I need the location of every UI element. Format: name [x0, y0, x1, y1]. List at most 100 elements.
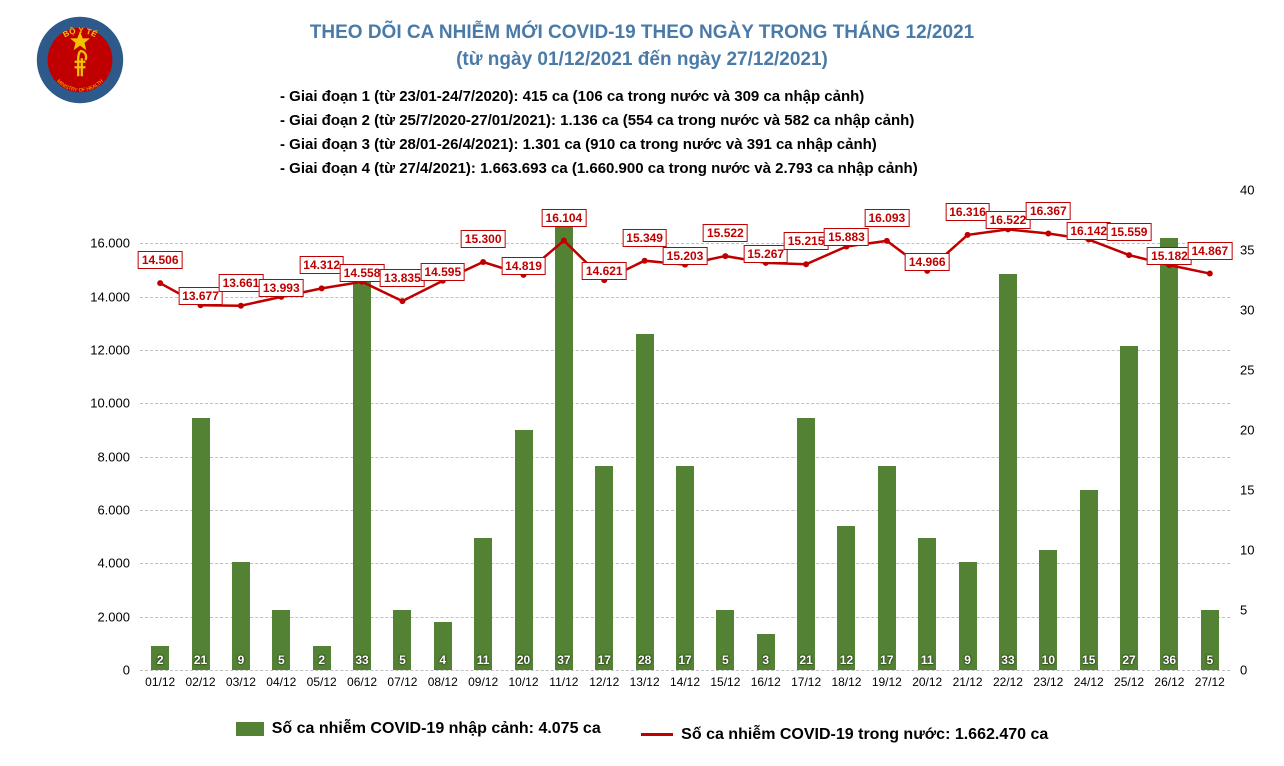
x-tick-label: 11/12: [549, 675, 578, 689]
x-tick-label: 02/12: [186, 675, 216, 689]
line-value-label: 14.867: [1187, 242, 1232, 260]
x-tick-label: 15/12: [710, 675, 740, 689]
line-value-label: 16.522: [986, 211, 1031, 229]
legend-line: Số ca nhiễm COVID-19 trong nước: 1.662.4…: [641, 726, 1048, 744]
bar: 33: [999, 274, 1017, 670]
bar-value-label: 5: [399, 653, 406, 667]
bar: 9: [959, 562, 977, 670]
line-value-label: 16.367: [1026, 202, 1071, 220]
bar: 12: [837, 526, 855, 670]
bar-value-label: 3: [762, 653, 769, 667]
bar-value-label: 33: [1001, 653, 1014, 667]
bar: 11: [474, 538, 492, 670]
bar-value-label: 27: [1122, 653, 1135, 667]
x-tick-label: 12/12: [589, 675, 619, 689]
bar-rect: [1120, 346, 1138, 670]
x-tick-label: 03/12: [226, 675, 256, 689]
bar-rect: [1160, 238, 1178, 670]
summary-bullets: - Giai đoạn 1 (từ 23/01-24/7/2020): 415 …: [280, 85, 918, 181]
line-value-label: 15.522: [703, 224, 748, 242]
y2-tick-label: 20: [1240, 423, 1254, 438]
x-tick-label: 27/12: [1195, 675, 1225, 689]
x-tick-label: 17/12: [791, 675, 821, 689]
bullet-1: - Giai đoạn 1 (từ 23/01-24/7/2020): 415 …: [280, 85, 918, 109]
x-tick-label: 14/12: [670, 675, 700, 689]
bar-value-label: 15: [1082, 653, 1095, 667]
bar: 10: [1039, 550, 1057, 670]
chart-container: BỘ Y TẾ MINISTRY OF HEALTH THEO DÕI CA N…: [0, 0, 1284, 766]
x-tick-label: 04/12: [266, 675, 296, 689]
grid-line: [140, 243, 1230, 244]
bar-rect: [515, 430, 533, 670]
bar: 3: [757, 634, 775, 670]
y2-tick-label: 5: [1240, 603, 1247, 618]
line-value-label: 15.349: [622, 229, 667, 247]
y2-tick-label: 25: [1240, 363, 1254, 378]
ministry-logo: BỘ Y TẾ MINISTRY OF HEALTH: [35, 15, 125, 105]
y1-tick-label: 6.000: [80, 503, 130, 518]
x-tick-label: 25/12: [1114, 675, 1144, 689]
chart-title: THEO DÕI CA NHIỄM MỚI COVID-19 THEO NGÀY…: [0, 0, 1284, 73]
x-tick-label: 22/12: [993, 675, 1023, 689]
line-value-label: 15.182: [1147, 247, 1192, 265]
bar: 5: [393, 610, 411, 670]
y1-tick-label: 8.000: [80, 449, 130, 464]
x-tick-label: 07/12: [387, 675, 417, 689]
bar-value-label: 11: [921, 653, 934, 667]
line-value-label: 13.835: [380, 269, 425, 287]
bar-value-label: 21: [194, 653, 207, 667]
bar: 37: [555, 226, 573, 670]
line-value-label: 14.819: [501, 257, 546, 275]
x-tick-label: 10/12: [509, 675, 539, 689]
bar-value-label: 37: [557, 653, 570, 667]
line-value-label: 16.316: [945, 203, 990, 221]
x-tick-label: 09/12: [468, 675, 498, 689]
bar-value-label: 2: [157, 653, 164, 667]
bar: 15: [1080, 490, 1098, 670]
line-value-label: 14.558: [340, 264, 385, 282]
bar-value-label: 17: [598, 653, 611, 667]
bar-value-label: 5: [278, 653, 285, 667]
bar-rect: [555, 226, 573, 670]
bar-value-label: 12: [840, 653, 853, 667]
legend-bar-label: Số ca nhiễm COVID-19 nhập cảnh: 4.075 ca: [272, 720, 601, 738]
line-value-label: 14.312: [299, 256, 344, 274]
bar-value-label: 28: [638, 653, 651, 667]
bar-rect: [878, 466, 896, 670]
line-value-label: 14.595: [420, 263, 465, 281]
x-tick-label: 16/12: [751, 675, 781, 689]
bar-rect: [353, 274, 371, 670]
bar: 5: [716, 610, 734, 670]
bar-value-label: 17: [880, 653, 893, 667]
bullet-3: - Giai đoạn 3 (từ 28/01-26/4/2021): 1.30…: [280, 133, 918, 157]
line-value-label: 15.559: [1107, 223, 1152, 241]
line-value-label: 16.104: [542, 209, 587, 227]
line-value-label: 16.142: [1066, 222, 1111, 240]
bar-value-label: 4: [439, 653, 446, 667]
bar: 36: [1160, 238, 1178, 670]
bar: 5: [272, 610, 290, 670]
line-value-label: 14.621: [582, 262, 627, 280]
bar-rect: [676, 466, 694, 670]
title-line-2: (từ ngày 01/12/2021 đến ngày 27/12/2021): [0, 47, 1284, 74]
bar: 11: [918, 538, 936, 670]
y2-tick-label: 40: [1240, 183, 1254, 198]
grid-line: [140, 457, 1230, 458]
bar-rect: [918, 538, 936, 670]
bar: 33: [353, 274, 371, 670]
bullet-4: - Giai đoạn 4 (từ 27/4/2021): 1.663.693 …: [280, 157, 918, 181]
bar-rect: [636, 334, 654, 670]
bullet-2: - Giai đoạn 2 (từ 25/7/2020-27/01/2021):…: [280, 109, 918, 133]
y1-tick-label: 16.000: [80, 236, 130, 251]
bar: 17: [676, 466, 694, 670]
bar-value-label: 36: [1163, 653, 1176, 667]
bar-rect: [837, 526, 855, 670]
bar-rect: [1080, 490, 1098, 670]
x-tick-label: 26/12: [1154, 675, 1184, 689]
line-value-label: 14.966: [905, 253, 950, 271]
bar-value-label: 9: [238, 653, 245, 667]
y1-tick-label: 14.000: [80, 289, 130, 304]
x-tick-label: 19/12: [872, 675, 902, 689]
x-tick-label: 05/12: [307, 675, 337, 689]
bar: 17: [595, 466, 613, 670]
